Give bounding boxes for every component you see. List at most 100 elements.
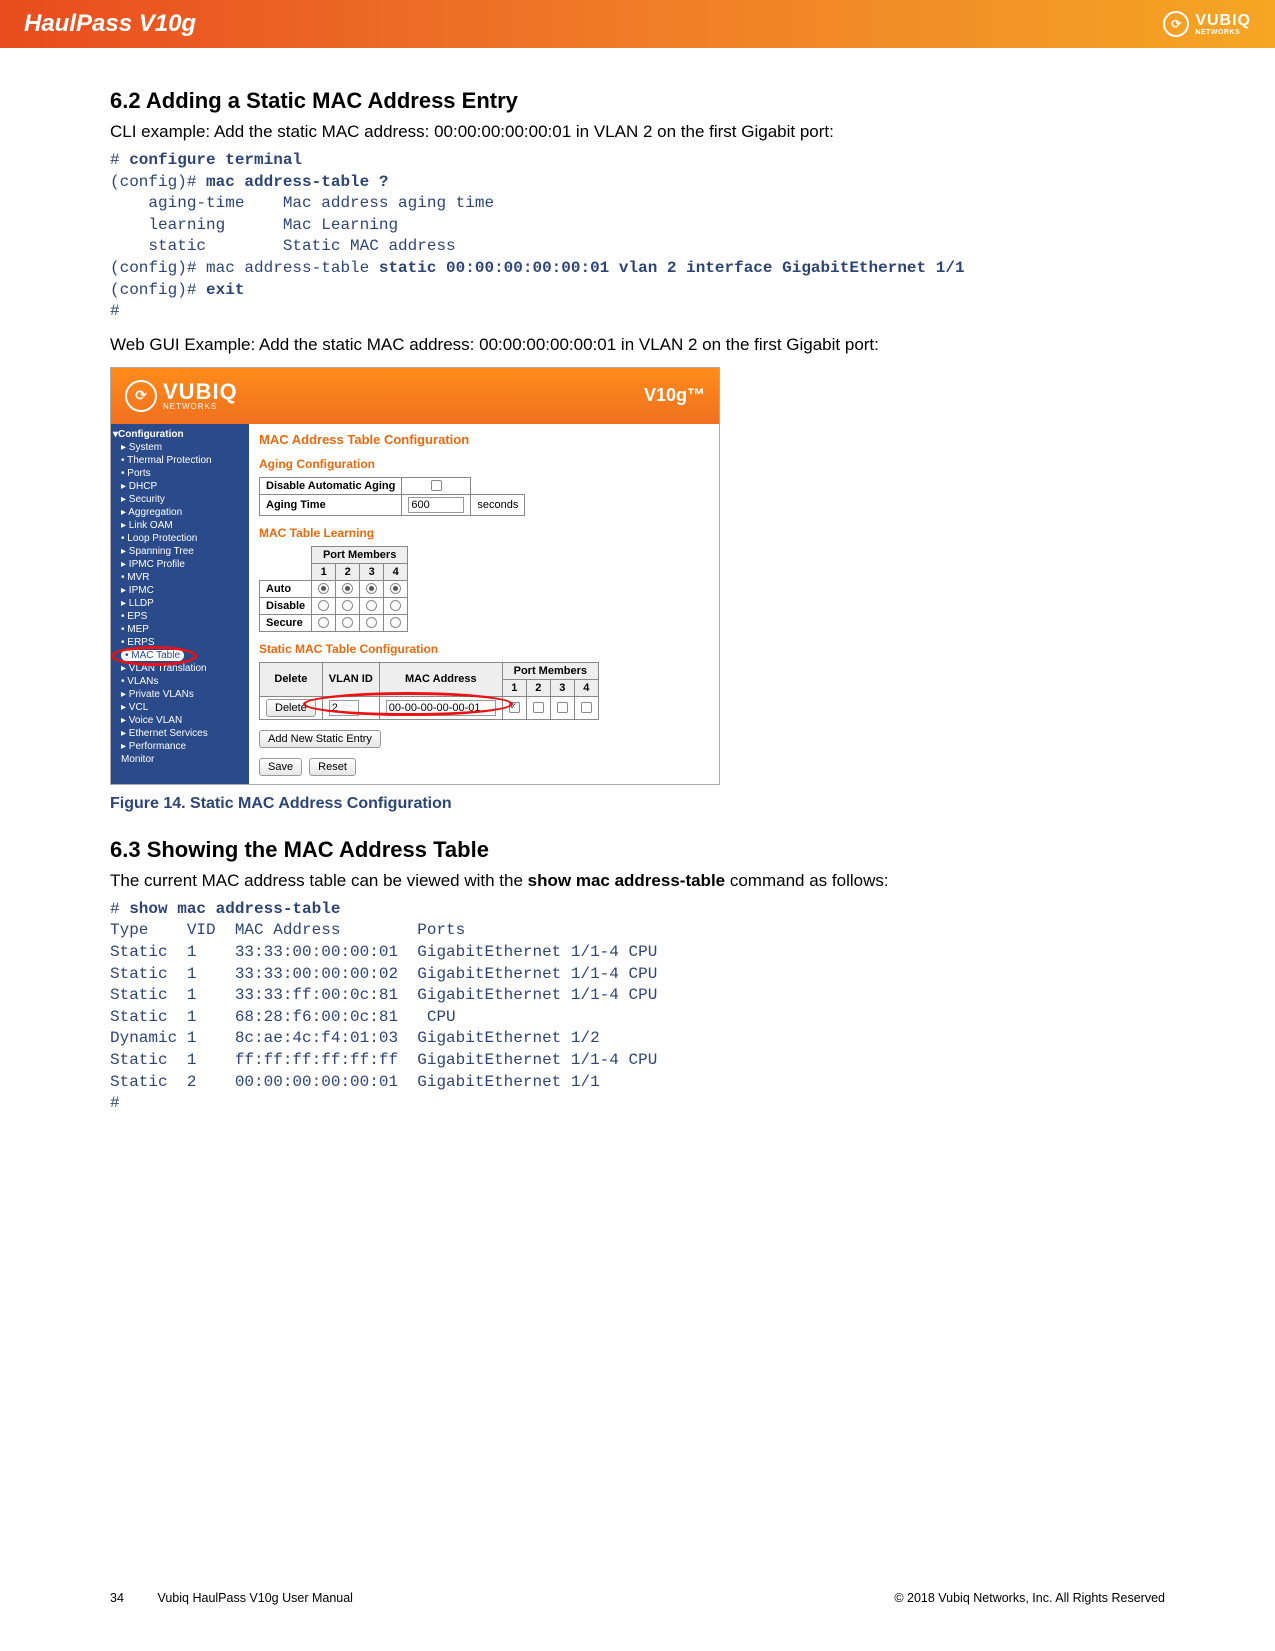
sidebar-item[interactable]: ▸ Performance <box>111 740 249 753</box>
learn-radio[interactable] <box>342 617 353 628</box>
port-2-checkbox[interactable] <box>533 702 544 713</box>
port-members-header: Port Members <box>502 662 598 679</box>
sidebar-item[interactable]: ▸ System <box>111 441 249 454</box>
port-col-header: 4 <box>574 679 598 696</box>
figure-14-caption: Figure 14. Static MAC Address Configurat… <box>110 795 1165 813</box>
learn-radio[interactable] <box>366 583 377 594</box>
sidebar-item[interactable]: ▸ Spanning Tree <box>111 545 249 558</box>
cli-prompt: # <box>110 302 120 320</box>
brand-sub: NETWORKS <box>1195 29 1251 36</box>
sidebar-item[interactable]: ▸ Private VLANs <box>111 688 249 701</box>
sidebar-item-configuration[interactable]: ▾Configuration <box>111 428 249 441</box>
sidebar-item[interactable]: ▸ LLDP <box>111 597 249 610</box>
reset-button[interactable]: Reset <box>309 758 356 776</box>
learn-radio[interactable] <box>366 617 377 628</box>
sidebar-item[interactable]: • MEP <box>111 623 249 636</box>
cli-prompt: (config)# <box>110 281 206 299</box>
sidebar-item[interactable]: Monitor <box>111 753 249 766</box>
gui-brand-main: VUBIQ <box>163 381 238 403</box>
sidebar-item[interactable]: • VLANs <box>111 675 249 688</box>
port-col-header: 3 <box>550 679 574 696</box>
learn-radio[interactable] <box>318 583 329 594</box>
sidebar-item[interactable]: • Ports <box>111 467 249 480</box>
sidebar-item[interactable]: ▸ Ethernet Services <box>111 727 249 740</box>
doc-header: HaulPass V10g ⟳ VUBIQ NETWORKS <box>0 0 1275 48</box>
mac-address-input[interactable] <box>386 700 496 716</box>
section-6-3-intro: The current MAC address table can be vie… <box>110 871 1165 891</box>
gui-screenshot: ⟳ VUBIQ NETWORKS V10g™ ▾Configuration ▸ … <box>110 367 720 785</box>
learn-radio[interactable] <box>318 600 329 611</box>
page-footer: 34 Vubiq HaulPass V10g User Manual © 201… <box>0 1591 1275 1605</box>
aging-time-input[interactable] <box>408 497 464 513</box>
disable-aging-checkbox[interactable] <box>431 480 442 491</box>
sidebar-item[interactable]: ▸ VCL <box>111 701 249 714</box>
port-3-checkbox[interactable] <box>557 702 568 713</box>
learn-radio[interactable] <box>390 617 401 628</box>
port-col-header: 1 <box>502 679 526 696</box>
sidebar-item[interactable]: ▸ Link OAM <box>111 519 249 532</box>
disable-aging-label: Disable Automatic Aging <box>260 477 402 494</box>
page-content: 6.2 Adding a Static MAC Address Entry CL… <box>0 48 1275 1115</box>
intro-cmd: show mac address-table <box>528 871 725 890</box>
sidebar-item[interactable]: ▸ VLAN Translation <box>111 662 249 675</box>
gui-logo-icon: ⟳ <box>125 380 157 412</box>
static-h-vlan: VLAN ID <box>322 662 379 696</box>
brand-logo: ⟳ VUBIQ NETWORKS <box>1163 11 1251 37</box>
cli-prompt: (config)# <box>110 173 206 191</box>
port-1-checkbox[interactable] <box>509 702 520 713</box>
gui-brand-sub: NETWORKS <box>163 403 238 411</box>
sidebar-item[interactable]: ▸ Aggregation <box>111 506 249 519</box>
sidebar-item[interactable]: • MAC Table <box>111 649 249 662</box>
sidebar-item[interactable]: ▸ Security <box>111 493 249 506</box>
sidebar-item[interactable]: • MVR <box>111 571 249 584</box>
cli-cmd: static 00:00:00:00:00:01 vlan 2 interfac… <box>379 259 965 277</box>
learn-radio[interactable] <box>390 583 401 594</box>
static-mac-title: Static MAC Table Configuration <box>259 642 709 656</box>
gui-header: ⟳ VUBIQ NETWORKS V10g™ <box>111 368 719 424</box>
port-col-header: 3 <box>360 563 384 580</box>
sidebar-item[interactable]: ▸ DHCP <box>111 480 249 493</box>
port-4-checkbox[interactable] <box>581 702 592 713</box>
gui-main-title: MAC Address Table Configuration <box>259 432 709 447</box>
sidebar-item[interactable]: • Loop Protection <box>111 532 249 545</box>
sidebar-item[interactable]: • Thermal Protection <box>111 454 249 467</box>
cli-output: static Static MAC address <box>110 237 456 255</box>
sidebar-item[interactable]: • ERPS <box>111 636 249 649</box>
cli-cmd: mac address-table ? <box>206 173 388 191</box>
gui-body: ▾Configuration ▸ System• Thermal Protect… <box>111 424 719 784</box>
sidebar-item[interactable]: ▸ Voice VLAN <box>111 714 249 727</box>
learn-radio[interactable] <box>366 600 377 611</box>
cli-cmd: configure terminal <box>129 151 302 169</box>
vlan-id-input[interactable] <box>329 700 359 716</box>
cli-block-1: # configure terminal (config)# mac addre… <box>110 150 1165 323</box>
intro-post: command as follows: <box>725 871 888 890</box>
learn-row-label: Auto <box>260 580 312 597</box>
sidebar-item[interactable]: ▸ IPMC Profile <box>111 558 249 571</box>
learn-row-label: Disable <box>260 597 312 614</box>
intro-pre: The current MAC address table can be vie… <box>110 871 528 890</box>
static-h-mac: MAC Address <box>379 662 502 696</box>
page-number: 34 <box>110 1591 154 1605</box>
port-col-header: 4 <box>384 563 408 580</box>
learn-radio[interactable] <box>342 583 353 594</box>
port-members-header: Port Members <box>312 546 408 563</box>
learn-radio[interactable] <box>390 600 401 611</box>
delete-row-button[interactable]: Delete <box>266 699 316 717</box>
aging-time-unit: seconds <box>471 494 525 515</box>
cli-prompt: # <box>110 1094 120 1112</box>
sidebar-item[interactable]: ▸ IPMC <box>111 584 249 597</box>
gui-main: MAC Address Table Configuration Aging Co… <box>249 424 719 784</box>
add-static-entry-button[interactable]: Add New Static Entry <box>259 730 381 748</box>
port-col-header: 2 <box>336 563 360 580</box>
static-table: Delete VLAN ID MAC Address Port Members … <box>259 662 599 720</box>
logo-icon: ⟳ <box>1163 11 1189 37</box>
learn-radio[interactable] <box>318 617 329 628</box>
section-6-2-intro: CLI example: Add the static MAC address:… <box>110 122 1165 142</box>
aging-table: Disable Automatic Aging Aging Time secon… <box>259 477 525 516</box>
save-button[interactable]: Save <box>259 758 302 776</box>
sidebar-item[interactable]: • EPS <box>111 610 249 623</box>
learning-table: Port Members 1234 AutoDisableSecure <box>259 546 408 632</box>
copyright: © 2018 Vubiq Networks, Inc. All Rights R… <box>894 1591 1165 1605</box>
gui-model: V10g™ <box>644 385 705 406</box>
learn-radio[interactable] <box>342 600 353 611</box>
